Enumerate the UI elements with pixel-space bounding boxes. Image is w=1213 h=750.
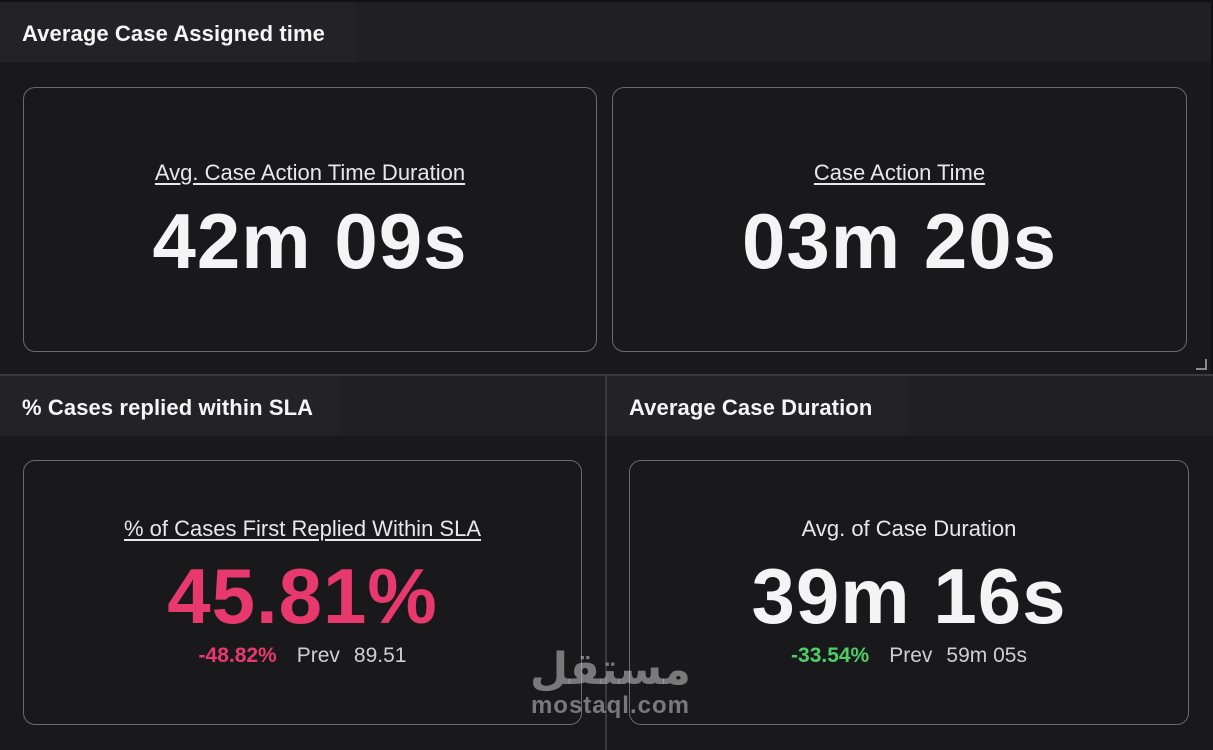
kpi-comparison: -48.82% Prev 89.51 (24, 644, 581, 668)
resize-handle-icon[interactable] (1196, 359, 1207, 370)
kpi-value: 45.81% (167, 552, 438, 640)
kpi-card-case-action-time[interactable]: Case Action Time 03m 20s (612, 87, 1187, 352)
panel-title: % Cases replied within SLA (22, 395, 314, 420)
kpi-prev-label: Prev (296, 644, 340, 667)
panel-title: Average Case Duration (629, 395, 873, 420)
kpi-label: Avg. of Case Duration (801, 516, 1017, 541)
kpi-card-avg-of-case-duration[interactable]: Avg. of Case Duration 39m 16s -33.54% Pre… (629, 460, 1189, 725)
panel-title: Average Case Assigned time (22, 21, 325, 46)
panel-average-case-assigned-time[interactable]: Average Case Assigned time Avg. Case Act… (0, 2, 1211, 374)
divider (605, 376, 607, 750)
panel-header (607, 376, 907, 436)
kpi-card-cases-first-replied-within-sla[interactable]: % of Cases First Replied Within SLA 45.8… (23, 460, 582, 725)
kpi-prev-value: 89.51 (353, 644, 407, 667)
kpi-comparison: -33.54% Prev 59m 05s (630, 644, 1188, 668)
watermark-latin: mostaql.com (530, 692, 690, 719)
watermark-logo: مستقل mostaql.com (530, 648, 691, 720)
watermark-arabic: مستقل (530, 644, 691, 695)
panel-header-fill (338, 376, 605, 436)
kpi-delta: -33.54% (791, 644, 870, 667)
panel-header (0, 376, 338, 436)
panel-header-fill (907, 376, 1213, 436)
kpi-label[interactable]: % of Cases First Replied Within SLA (123, 516, 482, 541)
panel-header (0, 2, 355, 62)
divider (0, 374, 1213, 376)
kpi-prev-value: 59m 05s (946, 644, 1027, 667)
panel-header-fill (355, 2, 1211, 62)
kpi-prev-label: Prev (889, 644, 933, 667)
kpi-label[interactable]: Case Action Time (813, 160, 986, 185)
kpi-value: 39m 16s (751, 552, 1067, 640)
panel-average-case-duration[interactable]: Average Case Duration Avg. of Case Durat… (607, 376, 1213, 750)
kpi-value: 03m 20s (742, 197, 1057, 285)
kpi-value: 42m 09s (152, 197, 468, 285)
kpi-label[interactable]: Avg. Case Action Time Duration (154, 160, 466, 185)
kpi-delta: -48.82% (198, 644, 277, 667)
panel-cases-replied-within-sla[interactable]: % Cases replied within SLA % of Cases Fi… (0, 376, 605, 750)
kpi-card-avg-case-action-time-duration[interactable]: Avg. Case Action Time Duration 42m 09s (23, 87, 597, 352)
